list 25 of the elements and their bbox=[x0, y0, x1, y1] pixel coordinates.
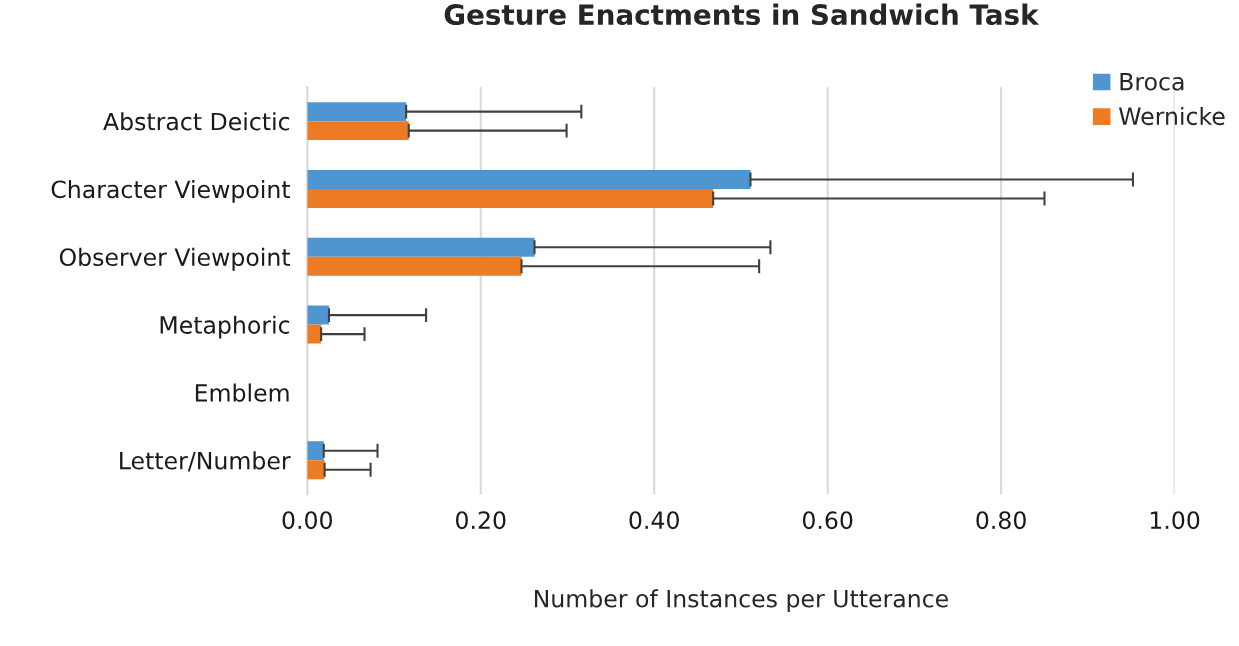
bar bbox=[307, 460, 325, 480]
x-tick-label: 0.20 bbox=[456, 511, 506, 530]
y-tick-label: Abstract Deictic bbox=[103, 112, 290, 131]
bar bbox=[307, 237, 535, 257]
legend-label: Wernicke bbox=[1118, 106, 1225, 126]
legend-label: Broca bbox=[1120, 72, 1184, 91]
x-tick-label: 0.00 bbox=[282, 511, 332, 530]
bar bbox=[307, 441, 324, 461]
chart-title: Gesture Enactments in Sandwich Task bbox=[444, 3, 1040, 26]
bar bbox=[307, 305, 329, 325]
bar bbox=[307, 256, 522, 276]
x-tick-label: 0.40 bbox=[629, 511, 679, 530]
y-tick-label: Metaphoric bbox=[160, 315, 290, 339]
bar bbox=[307, 121, 409, 141]
x-tick-label: 0.80 bbox=[976, 511, 1026, 530]
y-tick-label: Character Viewpoint bbox=[51, 179, 291, 203]
bar bbox=[307, 169, 751, 189]
y-tick-label: Letter/Number bbox=[120, 451, 291, 472]
bar bbox=[307, 102, 407, 122]
x-tick-label: 0.60 bbox=[802, 511, 853, 530]
y-tick-label: Emblem bbox=[195, 383, 289, 402]
x-tick-label: 1.00 bbox=[1150, 511, 1200, 530]
bar bbox=[307, 188, 714, 208]
x-axis-title: Number of Instances per Utterance bbox=[534, 589, 948, 613]
y-tick-label: Observer Viewpoint bbox=[59, 247, 291, 271]
